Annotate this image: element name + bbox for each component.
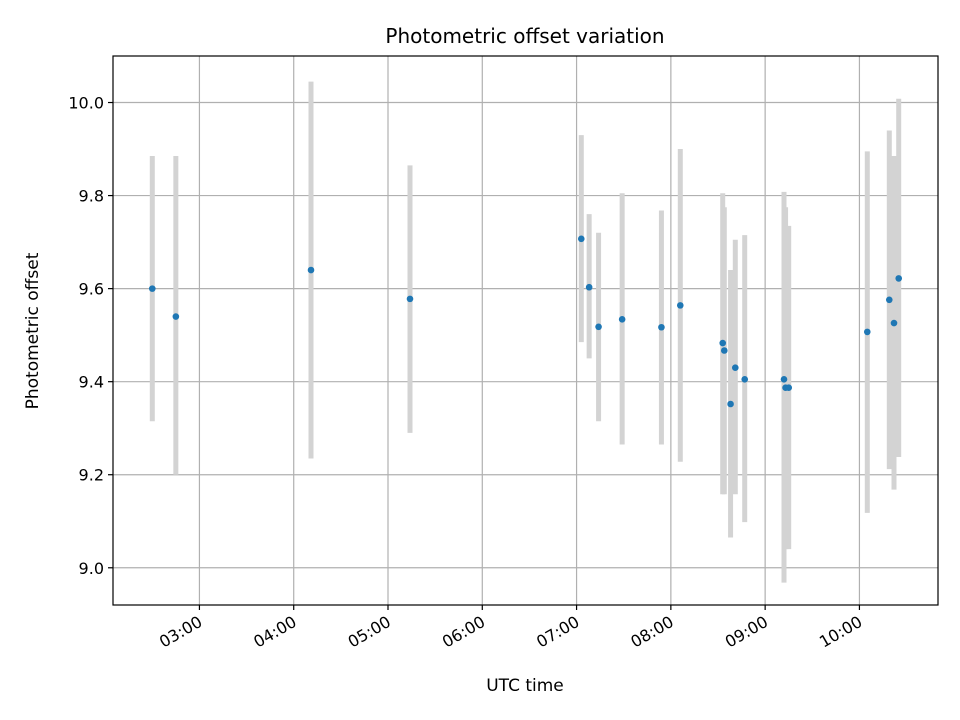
data-point	[676, 302, 684, 309]
data-point	[406, 295, 414, 303]
data-point	[720, 347, 728, 354]
data-point	[741, 376, 749, 383]
data-point	[727, 400, 734, 408]
data-point	[658, 323, 665, 331]
y-axis-ticks: 9.0 9.2 9.4 9.6 9.8 10.0	[68, 94, 113, 578]
data-point	[585, 283, 593, 291]
y-tick-label: 9.2	[79, 466, 104, 485]
y-tick-label: 9.6	[79, 280, 104, 299]
data-point	[618, 316, 626, 323]
data-point	[595, 323, 602, 331]
data-point	[172, 313, 180, 320]
data-point	[731, 364, 739, 372]
data-points	[148, 235, 903, 408]
data-point	[148, 285, 156, 292]
data-point	[785, 384, 793, 392]
data-point	[885, 296, 893, 304]
data-point	[307, 266, 315, 274]
y-tick-label: 9.8	[79, 187, 104, 206]
x-axis-label: UTC time	[486, 676, 564, 696]
y-tick-label: 9.0	[79, 559, 104, 578]
data-point	[719, 339, 727, 347]
data-point	[895, 275, 903, 282]
chart-title: Photometric offset variation	[385, 24, 664, 48]
grid	[113, 56, 938, 605]
y-axis-label: Photometric offset	[23, 252, 43, 409]
plot-frame	[112, 55, 939, 606]
y-tick-label: 10.0	[68, 94, 104, 113]
data-point	[890, 319, 898, 327]
data-point	[577, 235, 585, 243]
data-point	[780, 376, 788, 383]
data-point	[863, 328, 871, 336]
y-tick-label: 9.4	[79, 373, 104, 392]
